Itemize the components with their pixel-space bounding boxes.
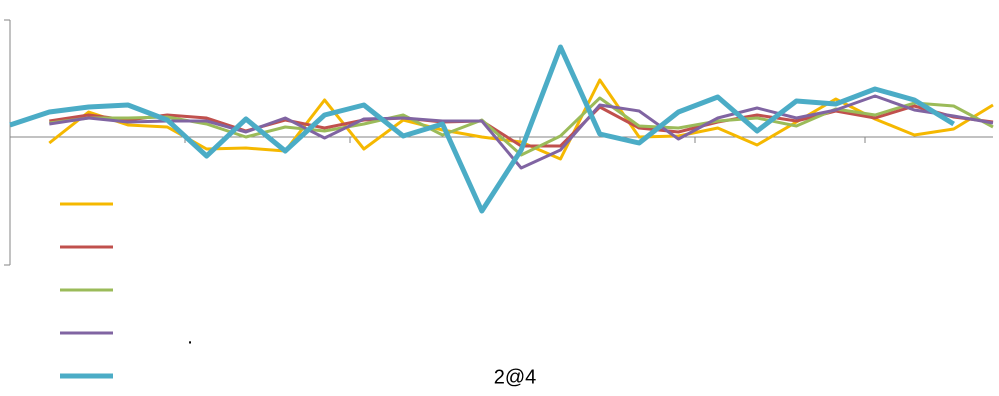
annotation: 2@4 [494,366,537,388]
series-line [49,94,994,170]
annotation: . [187,326,193,348]
series-line [48,78,994,161]
series-line [9,44,955,214]
